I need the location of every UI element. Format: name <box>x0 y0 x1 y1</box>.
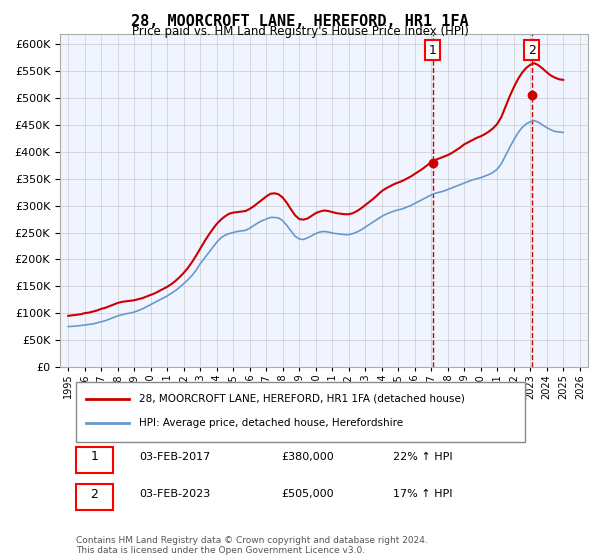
FancyBboxPatch shape <box>76 484 113 510</box>
Text: 03-FEB-2023: 03-FEB-2023 <box>139 489 211 500</box>
FancyBboxPatch shape <box>76 446 113 473</box>
FancyBboxPatch shape <box>76 382 524 442</box>
Text: Price paid vs. HM Land Registry's House Price Index (HPI): Price paid vs. HM Land Registry's House … <box>131 25 469 38</box>
Text: 2: 2 <box>91 488 98 501</box>
Text: 2: 2 <box>528 44 536 57</box>
Text: HPI: Average price, detached house, Herefordshire: HPI: Average price, detached house, Here… <box>139 418 403 428</box>
Text: 03-FEB-2017: 03-FEB-2017 <box>139 452 211 462</box>
Text: 28, MOORCROFT LANE, HEREFORD, HR1 1FA: 28, MOORCROFT LANE, HEREFORD, HR1 1FA <box>131 14 469 29</box>
Text: £505,000: £505,000 <box>282 489 334 500</box>
Text: 1: 1 <box>91 450 98 464</box>
Text: 1: 1 <box>429 44 437 57</box>
Text: 17% ↑ HPI: 17% ↑ HPI <box>392 489 452 500</box>
Text: 22% ↑ HPI: 22% ↑ HPI <box>392 452 452 462</box>
Text: £380,000: £380,000 <box>282 452 335 462</box>
Text: Contains HM Land Registry data © Crown copyright and database right 2024.
This d: Contains HM Land Registry data © Crown c… <box>76 536 428 555</box>
Text: 28, MOORCROFT LANE, HEREFORD, HR1 1FA (detached house): 28, MOORCROFT LANE, HEREFORD, HR1 1FA (d… <box>139 394 465 404</box>
